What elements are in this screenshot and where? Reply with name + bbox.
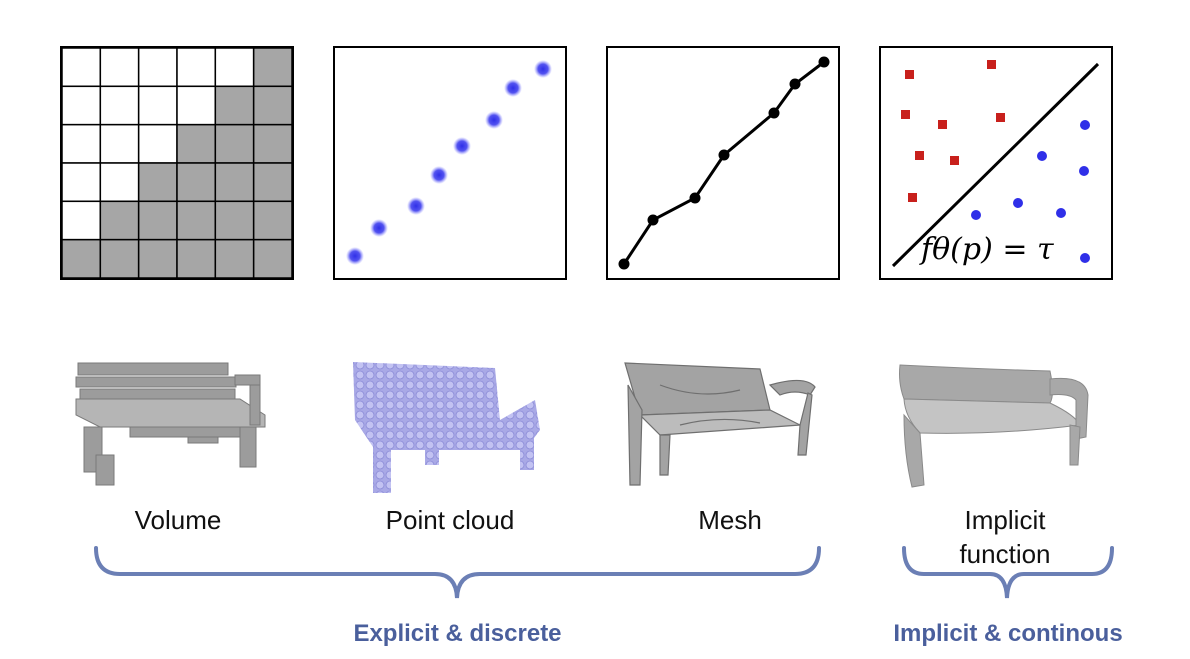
bench-point-cloud-image (353, 362, 540, 493)
mesh-vertex (689, 192, 701, 204)
voxel-cell (62, 48, 102, 88)
point-7 (504, 79, 522, 97)
voxel-cell (137, 238, 178, 278)
group-label-implicit: Implicit & continous (893, 620, 1123, 647)
mesh-vertex (768, 107, 780, 119)
red-sample (915, 151, 924, 160)
voxel-cell (99, 162, 140, 203)
voxel-cell (214, 200, 255, 241)
mesh-vertex (618, 258, 630, 270)
voxel-cell (99, 85, 140, 126)
voxel-cell (137, 85, 178, 126)
voxel-cell (137, 48, 178, 88)
blue-sample (1080, 120, 1090, 130)
mesh-vertex (647, 214, 659, 226)
decision-boundary (891, 62, 1100, 268)
voxel-cell (137, 200, 178, 241)
voxel-cell (99, 238, 140, 278)
red-sample (908, 193, 917, 202)
voxel-cell (214, 123, 255, 164)
voxel-cell (176, 48, 217, 88)
red-sample (905, 70, 914, 79)
voxel-cell (252, 85, 292, 126)
mesh-vertex (789, 78, 801, 90)
group-label-explicit: Explicit & discrete (353, 620, 562, 647)
blue-sample (1079, 166, 1089, 176)
voxel-cell (137, 162, 178, 203)
point-4 (430, 166, 448, 184)
bench-volume-image (75, 362, 266, 486)
voxel-cell (62, 123, 102, 164)
voxel-cell (176, 238, 217, 278)
voxel-cell (214, 238, 255, 278)
voxel-cell (252, 238, 292, 278)
voxel-cell (252, 123, 292, 164)
point-cloud-panel (333, 46, 567, 280)
voxel-cell (252, 200, 292, 241)
voxel-cell (176, 162, 217, 203)
implicit-panel: fθ(p) = τ (879, 46, 1113, 280)
implicit-diagram (891, 60, 1100, 268)
label-implicit-line2: function (959, 539, 1051, 569)
volume-grid-panel (60, 46, 294, 280)
voxel-cell (214, 48, 255, 88)
point-6 (485, 111, 503, 129)
red-sample (938, 120, 947, 129)
point-8 (534, 60, 552, 78)
voxel-cell (62, 238, 102, 278)
blue-sample (971, 210, 981, 220)
brace-implicit (902, 546, 1114, 599)
blue-sample (1056, 208, 1066, 218)
implicit-formula: fθ(p) = τ (921, 232, 1054, 267)
blue-sample (1013, 198, 1023, 208)
blue-sample (1080, 253, 1090, 263)
voxel-cell (99, 123, 140, 164)
red-sample (987, 60, 996, 69)
mesh-vertex (818, 56, 830, 68)
voxel-cell (252, 48, 292, 88)
point-3 (407, 197, 425, 215)
label-volume: Volume (134, 505, 222, 535)
voxel-cell (62, 162, 102, 203)
point-2 (370, 219, 388, 237)
label-point-cloud: Point cloud (385, 505, 515, 535)
point-cloud-diagram (346, 60, 552, 265)
voxel-cell (99, 200, 140, 241)
label-mesh: Mesh (698, 505, 762, 535)
mesh-vertex (718, 149, 730, 161)
voxel-cell (214, 85, 255, 126)
voxel-cell (137, 123, 178, 164)
bench-mesh-image (624, 362, 816, 486)
red-sample (996, 113, 1005, 122)
point-5 (453, 137, 471, 155)
mesh-diagram (618, 56, 830, 270)
red-sample (950, 156, 959, 165)
voxel-cell (252, 162, 292, 203)
mesh-panel (606, 46, 840, 280)
blue-sample (1037, 151, 1047, 161)
label-implicit-line1: Implicit (964, 505, 1046, 535)
voxel-cell (214, 162, 255, 203)
voxel-cell (176, 85, 217, 126)
volume-grid (62, 48, 292, 278)
brace-explicit (94, 546, 821, 599)
voxel-cell (99, 48, 140, 88)
mesh-polyline (622, 60, 825, 265)
voxel-cell (176, 200, 217, 241)
point-1 (346, 247, 364, 265)
voxel-cell (62, 85, 102, 126)
voxel-cell (176, 123, 217, 164)
bench-implicit-image (899, 364, 1089, 488)
red-sample (901, 110, 910, 119)
voxel-cell (62, 200, 102, 241)
